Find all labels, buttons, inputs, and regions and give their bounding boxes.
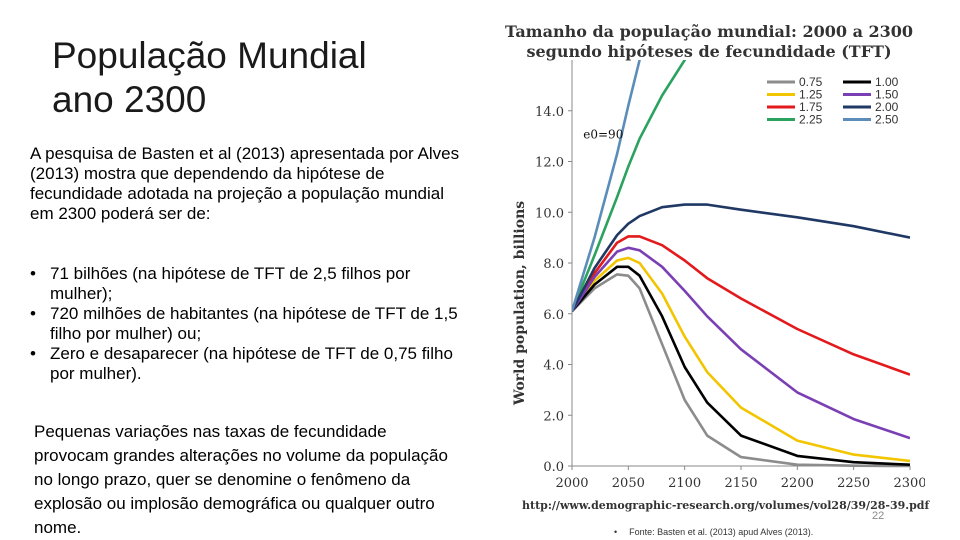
series-line-2.00 <box>572 203 910 312</box>
x-tick-label: 2000 <box>555 476 588 491</box>
y-tick-label: 4.0 <box>543 359 564 374</box>
y-tick-label: 10.0 <box>535 206 564 221</box>
legend-label: 0.75 <box>799 75 823 89</box>
y-tick-label: 6.0 <box>543 308 564 323</box>
legend-label: 1.50 <box>875 88 899 102</box>
legend-label: 2.50 <box>875 113 899 127</box>
series-line-1.25 <box>572 256 910 463</box>
series-line-0.75 <box>572 273 910 468</box>
x-tick-label: 2250 <box>837 476 870 491</box>
legend-label: 1.25 <box>799 88 823 102</box>
y-tick-label: 2.0 <box>543 409 564 424</box>
source-text: Fonte: Basten et al. (2013) apud Alves (… <box>629 527 814 537</box>
series-line-2.50 <box>572 60 641 312</box>
chart-annotation: e0=90 <box>583 128 623 142</box>
slide-title: População Mundial ano 2300 <box>52 34 472 122</box>
x-tick-label: 2200 <box>781 476 814 491</box>
population-line-chart: 0.0 2.0 4.0 6.0 8.0 10.0 12.0 14.0 2000 2050 2100 2… <box>512 60 925 491</box>
x-tick-label: 2150 <box>724 476 757 491</box>
source-url: http://www.demographic-research.org/volu… <box>522 499 930 512</box>
bullet-dot-icon: • <box>30 264 36 283</box>
chart-title: Tamanho da população mundial: 2000 a 230… <box>500 22 918 62</box>
conclusion-paragraph: Pequenas variações nas taxas de fecundid… <box>34 422 448 537</box>
y-tick-label: 0.0 <box>543 460 564 475</box>
source-note: • Fonte: Basten et al. (2013) apud Alves … <box>614 527 813 537</box>
series-line-1.00 <box>572 265 910 466</box>
bullet-dot-icon: • <box>30 304 36 323</box>
y-tick-label: 8.0 <box>543 257 564 272</box>
bullet-text: Zero e desaparecer (na hipótese de TFT d… <box>50 344 453 383</box>
legend-label: 2.00 <box>875 100 899 114</box>
series-line-1.75 <box>572 235 910 376</box>
source-bullet-icon: • <box>614 527 618 537</box>
chart-title-line2: segundo hipóteses de fecundidade (TFT) <box>526 42 892 61</box>
legend-label: 2.25 <box>799 113 823 127</box>
x-tick-label: 2300 <box>893 476 925 491</box>
series-line-2.25 <box>572 60 687 312</box>
bullet-list: • 71 bilhões (na hipótese de TFT de 2,5 f… <box>30 264 470 384</box>
bullet-item: • 71 bilhões (na hipótese de TFT de 2,5 f… <box>30 264 470 304</box>
page-number: 22 <box>872 510 885 522</box>
chart-title-line1: Tamanho da população mundial: 2000 a 230… <box>504 22 914 41</box>
slide-title-line2: ano 2300 <box>52 79 207 120</box>
bullet-text: 720 milhões de habitantes (na hipótese d… <box>50 304 458 343</box>
intro-paragraph: A pesquisa de Basten et al (2013) aprese… <box>30 144 460 223</box>
x-tick-label: 2100 <box>668 476 701 491</box>
y-axis-label: World population, billions <box>512 201 528 406</box>
legend-label: 1.75 <box>799 100 823 114</box>
bullet-dot-icon: • <box>30 344 36 363</box>
bullet-text: 71 bilhões (na hipótese de TFT de 2,5 fi… <box>50 264 411 303</box>
y-tick-label: 12.0 <box>535 156 564 171</box>
bullet-item: • Zero e desaparecer (na hipótese de TFT … <box>30 344 470 384</box>
bullet-item: • 720 milhões de habitantes (na hipótese … <box>30 304 470 344</box>
y-tick-label: 14.0 <box>535 105 564 120</box>
slide-title-line1: População Mundial <box>52 35 367 76</box>
x-tick-label: 2050 <box>612 476 645 491</box>
legend-label: 1.00 <box>875 75 899 89</box>
series-line-1.50 <box>572 246 910 440</box>
